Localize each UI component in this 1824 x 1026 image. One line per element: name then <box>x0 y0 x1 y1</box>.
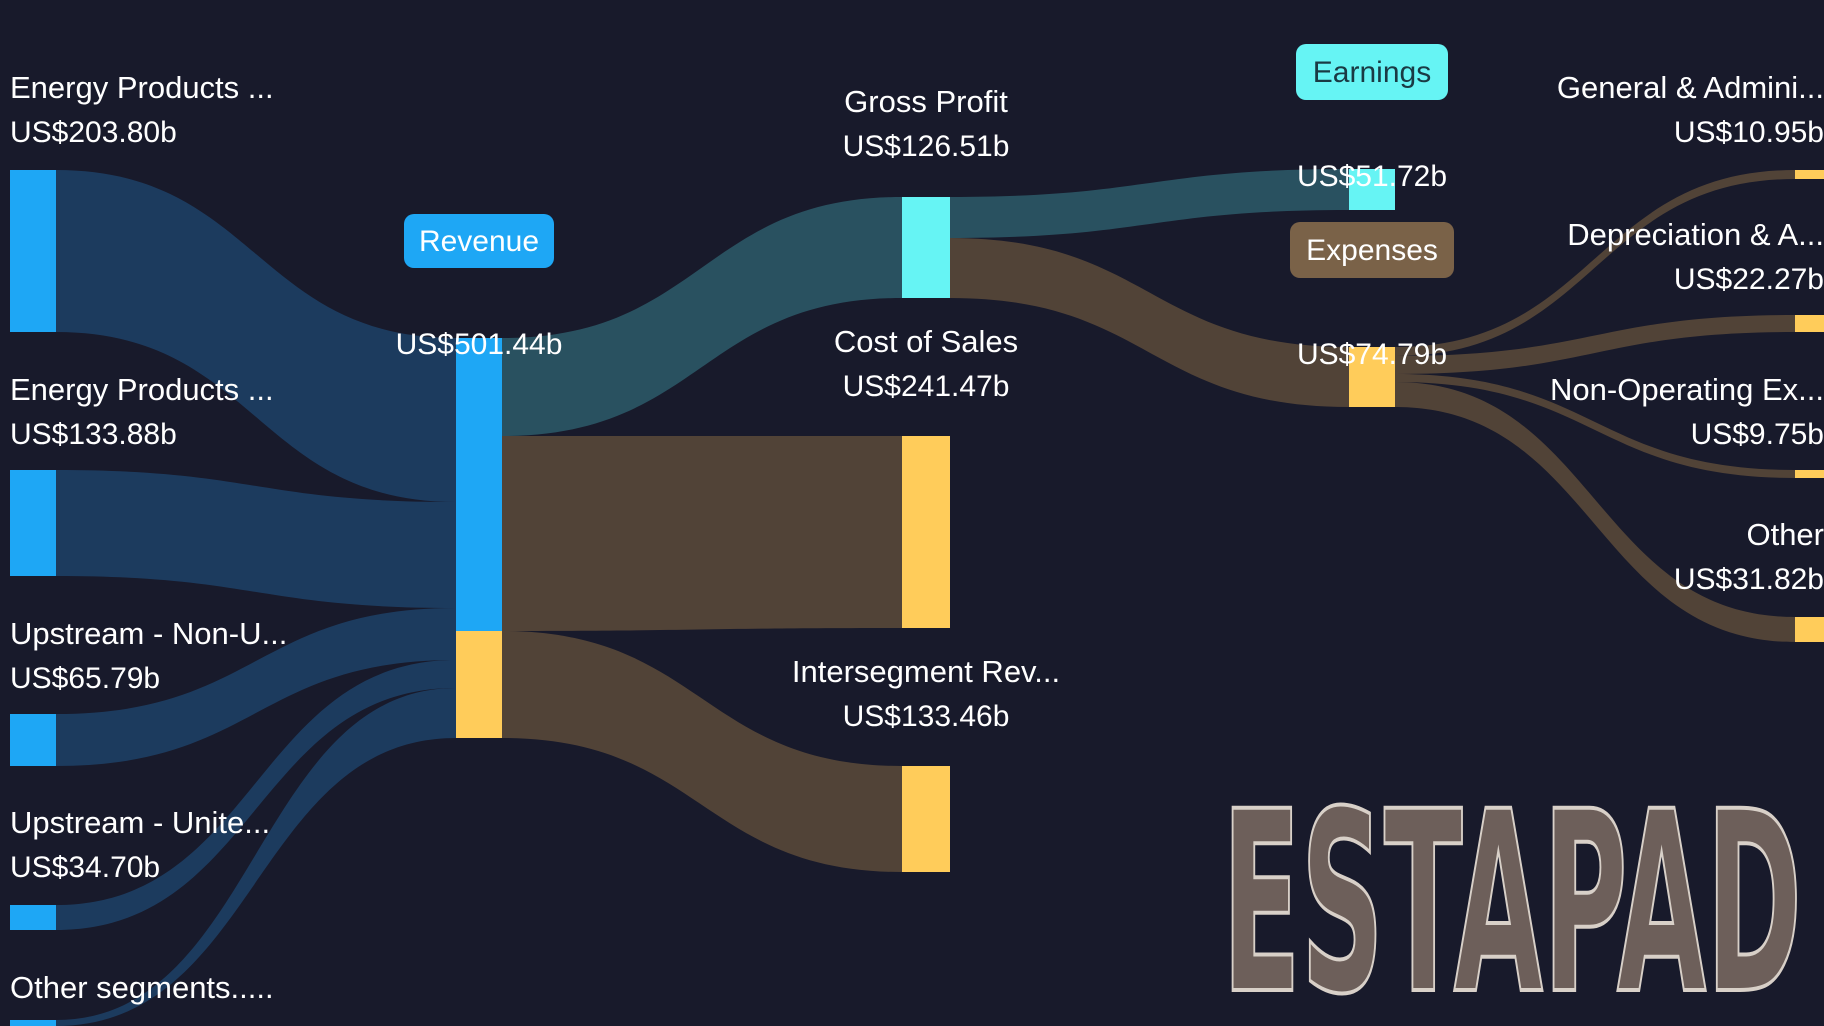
node-bar-depreciation <box>1795 315 1824 332</box>
value-expenses: US$74.79b <box>1297 338 1447 371</box>
label-revenue: Revenue <box>419 225 539 258</box>
label-non_operating: Non-Operating Ex... <box>1550 372 1824 407</box>
value-upstream_us: US$34.70b <box>10 851 160 884</box>
link-gross_profit-to-earnings <box>950 169 1349 238</box>
node-bar-energy_products_1 <box>10 170 56 332</box>
label-energy_products_2: Energy Products ... <box>10 372 274 407</box>
label-other_expenses: Other <box>1746 517 1824 552</box>
value-non_operating: US$9.75b <box>1691 418 1824 451</box>
label-gross_profit: Gross Profit <box>844 84 1008 119</box>
link-energy_products_1-to-revenue <box>56 170 456 502</box>
label-energy_products_1: Energy Products ... <box>10 70 274 105</box>
sankey-nodes <box>10 169 1824 1026</box>
link-revenue-to-intersegment_rev <box>502 631 902 872</box>
node-bar-general_admin <box>1795 170 1824 179</box>
value-upstream_non_us: US$65.79b <box>10 662 160 695</box>
watermark-logo: ESTAPAD <box>1220 756 1804 1026</box>
link-gross_profit-to-expenses <box>950 238 1349 407</box>
node-bar-revenue <box>456 338 502 631</box>
value-other_expenses: US$31.82b <box>1674 563 1824 596</box>
node-bar-gross_profit <box>902 197 950 298</box>
link-expenses-to-other_expenses <box>1395 382 1795 642</box>
link-revenue-to-cost_of_sales <box>502 436 902 631</box>
node-bar-revenue-cost-part <box>456 631 502 738</box>
node-bar-expenses <box>1349 347 1395 407</box>
link-energy_products_2-to-revenue <box>56 470 456 608</box>
label-earnings: Earnings <box>1313 56 1431 89</box>
value-energy_products_1: US$203.80b <box>10 116 177 149</box>
value-earnings: US$51.72b <box>1297 160 1447 193</box>
label-other_segments: Other segments..... <box>10 970 274 1005</box>
node-bar-earnings <box>1349 169 1395 210</box>
node-bar-upstream_us <box>10 905 56 930</box>
node-bar-other_segments <box>10 1020 56 1026</box>
node-bar-energy_products_2 <box>10 470 56 576</box>
node-bar-intersegment_rev <box>902 766 950 872</box>
value-depreciation: US$22.27b <box>1674 263 1824 296</box>
badge-expenses <box>1290 222 1454 278</box>
value-cost_of_sales: US$241.47b <box>843 370 1010 403</box>
node-bar-upstream_non_us <box>10 714 56 766</box>
label-general_admin: General & Admini... <box>1557 70 1824 105</box>
link-expenses-to-general_admin <box>1395 170 1795 356</box>
label-upstream_non_us: Upstream - Non-U... <box>10 616 287 651</box>
node-bar-non_operating <box>1795 470 1824 478</box>
label-expenses: Expenses <box>1306 234 1438 267</box>
link-upstream_non_us-to-revenue <box>56 608 456 766</box>
value-general_admin: US$10.95b <box>1674 116 1824 149</box>
watermark-text: ESTAPAD <box>1222 758 1802 1026</box>
link-expenses-to-non_operating <box>1395 374 1795 478</box>
sankey-labels: Energy Products ... US$203.80b Energy Prod… <box>10 44 1824 1005</box>
value-gross_profit: US$126.51b <box>843 130 1010 163</box>
link-expenses-to-depreciation <box>1395 315 1795 374</box>
sankey-links <box>56 169 1795 1026</box>
value-intersegment_rev: US$133.46b <box>843 700 1010 733</box>
badge-revenue <box>404 214 554 268</box>
link-revenue-to-gross_profit <box>502 197 902 436</box>
label-intersegment_rev: Intersegment Rev... <box>792 654 1060 689</box>
link-other_segments-to-revenue <box>56 688 456 1026</box>
node-bar-cost_of_sales <box>902 436 950 628</box>
value-energy_products_2: US$133.88b <box>10 418 177 451</box>
node-bar-other_expenses <box>1795 617 1824 642</box>
value-revenue: US$501.44b <box>396 328 563 361</box>
link-upstream_us-to-revenue <box>56 660 456 930</box>
label-depreciation: Depreciation & A... <box>1567 217 1824 252</box>
label-cost_of_sales: Cost of Sales <box>834 324 1018 359</box>
badge-earnings <box>1296 44 1448 100</box>
label-upstream_us: Upstream - Unite... <box>10 805 270 840</box>
